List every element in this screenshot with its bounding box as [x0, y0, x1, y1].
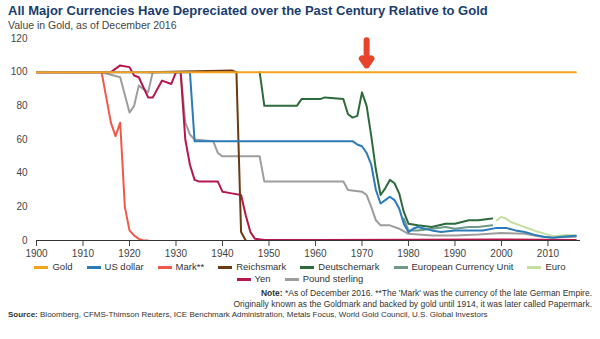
svg-text:0: 0 — [22, 235, 28, 246]
html-text:Euro: Euro — [545, 261, 566, 272]
html-text:Yen: Yen — [254, 273, 271, 284]
html-text:All Major Currencies Have Depr: All Major Currencies Have Depreciated ov… — [8, 3, 488, 18]
svg-text:80: 80 — [16, 100, 28, 111]
svg-text:60: 60 — [16, 134, 28, 145]
html-text:European Currency Unit: European Currency Unit — [411, 261, 514, 272]
svg-text:120: 120 — [11, 33, 28, 44]
svg-text:20: 20 — [16, 201, 28, 212]
svg-text:1990: 1990 — [444, 248, 467, 259]
svg-text:1960: 1960 — [304, 248, 327, 259]
svg-text:2010: 2010 — [537, 248, 560, 259]
html-text:Source: Bloomberg, CFMS-Thimso: Source: Bloomberg, CFMS-Thimson Reuters,… — [8, 310, 488, 319]
svg-text:1980: 1980 — [397, 248, 420, 259]
svg-text:1930: 1930 — [165, 248, 188, 259]
html-text:Gold: Gold — [52, 261, 73, 272]
svg-text:1940: 1940 — [211, 248, 234, 259]
html-text:Mark**: Mark** — [175, 261, 205, 272]
html-text:Pound sterling: Pound sterling — [302, 273, 364, 284]
svg-text:100: 100 — [11, 66, 28, 77]
html-text:Value in Gold, as of December: Value in Gold, as of December 2016 — [8, 19, 177, 31]
html-text:Note: *As of December 2016. **: Note: *As of December 2016. **The 'Mark'… — [260, 288, 592, 298]
svg-text:1970: 1970 — [351, 248, 374, 259]
html-text:Originally known as the Goldma: Originally known as the Goldmark and bac… — [233, 298, 592, 309]
svg-text:2000: 2000 — [490, 248, 513, 259]
html-text:Reichsmark: Reichsmark — [236, 261, 287, 272]
svg-text:1950: 1950 — [258, 248, 281, 259]
svg-text:1910: 1910 — [72, 248, 95, 259]
html-text:Deutschemark: Deutschemark — [318, 261, 380, 272]
svg-text:40: 40 — [16, 167, 28, 178]
svg-text:1920: 1920 — [118, 248, 141, 259]
svg-text:1900: 1900 — [25, 248, 48, 259]
html-text:US dollar: US dollar — [104, 261, 144, 272]
